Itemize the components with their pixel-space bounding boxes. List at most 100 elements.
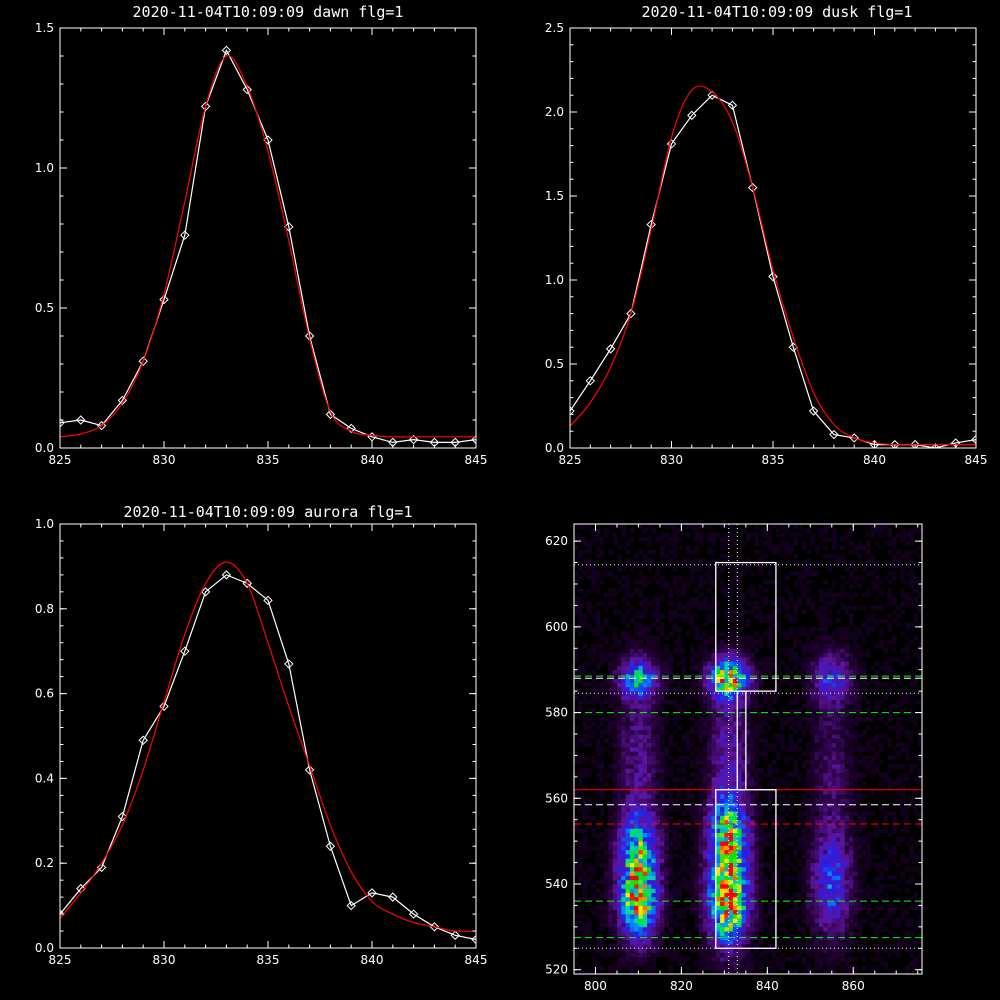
heatmap-cell: [668, 665, 674, 671]
x-tick-label: 845: [965, 453, 988, 467]
heatmap-cell: [745, 849, 751, 855]
heatmap-cell: [741, 956, 747, 962]
heatmap-cell: [732, 845, 738, 851]
heatmap-cell: [767, 832, 773, 838]
heatmap-cell: [672, 871, 678, 876]
heatmap-cell: [857, 686, 863, 692]
heatmap-cell: [664, 866, 669, 872]
heatmap-cell: [668, 806, 674, 812]
heatmap-cell: [737, 755, 742, 761]
heatmap-cell: [818, 734, 824, 739]
heatmap-cell: [806, 776, 811, 782]
heatmap-cell: [715, 716, 721, 722]
heatmap-cell: [900, 914, 906, 919]
heatmap-cell: [831, 652, 837, 658]
heatmap-cell: [707, 841, 712, 846]
heatmap-cell: [745, 926, 751, 932]
heatmap-cell: [694, 721, 699, 726]
heatmap-cell: [715, 888, 721, 893]
heatmap-cell: [896, 939, 901, 945]
heatmap-cell: [616, 669, 622, 675]
heatmap-cell: [844, 794, 850, 799]
heatmap-cell: [651, 759, 657, 765]
heatmap-cell: [861, 939, 867, 945]
heatmap-cell: [853, 824, 858, 829]
heatmap-cell: [711, 935, 717, 941]
heatmap-cell: [595, 644, 601, 649]
heatmap-cell: [574, 725, 579, 731]
heatmap-cell: [831, 948, 837, 953]
heatmap-cell: [604, 729, 609, 735]
heatmap-cell: [702, 961, 708, 966]
heatmap-cell: [784, 781, 790, 786]
heatmap-cell: [844, 708, 850, 713]
heatmap-cell: [801, 819, 807, 825]
heatmap-cell: [767, 841, 773, 846]
heatmap-cell: [668, 669, 674, 675]
heatmap-cell: [720, 708, 725, 713]
heatmap-cell: [758, 961, 764, 966]
heatmap-cell: [857, 905, 863, 911]
heatmap-cell: [578, 755, 583, 761]
heatmap-cell: [883, 776, 889, 782]
heatmap-cell: [827, 939, 833, 945]
heatmap-cell: [728, 652, 734, 658]
heatmap-cell: [659, 845, 665, 851]
heatmap-cell: [750, 888, 755, 893]
heatmap-cell: [767, 661, 773, 666]
x-tick-label: 840: [361, 953, 384, 967]
heatmap-cell: [874, 956, 880, 962]
heatmap-cell: [853, 721, 858, 726]
heatmap-cell: [775, 738, 781, 743]
heatmap-cell: [702, 965, 708, 971]
heatmap-cell: [857, 789, 863, 795]
heatmap-cell: [831, 656, 837, 662]
heatmap-cell: [702, 712, 708, 718]
heatmap-cell: [621, 789, 626, 795]
heatmap-cell: [896, 781, 901, 786]
heatmap-cell: [616, 884, 622, 889]
heatmap-cell: [831, 644, 837, 649]
heatmap-cell: [801, 905, 807, 911]
heatmap-cell: [690, 892, 695, 898]
heatmap-cell: [638, 824, 644, 829]
heatmap-cell: [664, 768, 669, 773]
heatmap-cell: [582, 716, 588, 722]
heatmap-cell: [750, 781, 755, 786]
heatmap-cell: [913, 699, 919, 705]
heatmap-cell: [853, 716, 858, 722]
heatmap-cell: [724, 639, 730, 645]
heatmap-cell: [853, 669, 858, 675]
heatmap-cell: [595, 832, 601, 838]
heatmap-cell: [831, 909, 837, 915]
heatmap-cell: [591, 969, 596, 974]
heatmap-cell: [638, 918, 644, 923]
heatmap-cell: [771, 926, 777, 932]
heatmap-cell: [668, 661, 674, 666]
heatmap-cell: [741, 639, 747, 645]
heatmap-cell: [702, 742, 708, 748]
heatmap-cell: [823, 884, 828, 889]
heatmap-cell: [853, 781, 858, 786]
heatmap-cell: [866, 764, 871, 769]
heatmap-cell: [896, 755, 901, 761]
heatmap-cell: [608, 652, 614, 658]
heatmap-cell: [574, 794, 579, 799]
heatmap-cell: [754, 665, 760, 671]
heatmap-cell: [711, 944, 717, 949]
heatmap-cell: [883, 862, 889, 868]
heatmap-cell: [728, 725, 734, 731]
heatmap-cell: [728, 849, 734, 855]
heatmap-cell: [788, 738, 794, 743]
heatmap-cell: [724, 746, 730, 752]
heatmap-cell: [887, 656, 893, 662]
heatmap-cell: [724, 892, 730, 898]
heatmap-cell: [866, 648, 871, 653]
heatmap-cell: [707, 811, 712, 816]
heatmap-cell: [879, 716, 884, 722]
heatmap-cell: [642, 905, 648, 911]
heatmap-cell: [745, 811, 751, 816]
heatmap-cell: [655, 939, 661, 945]
heatmap-cell: [707, 931, 712, 936]
heatmap-cell: [879, 922, 884, 928]
